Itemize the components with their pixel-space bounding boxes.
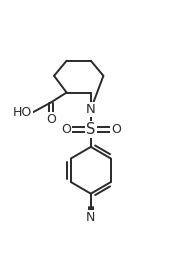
Text: N: N (86, 103, 96, 116)
Text: HO: HO (13, 106, 32, 119)
Text: N: N (86, 211, 96, 224)
Text: O: O (46, 113, 56, 126)
Text: O: O (61, 123, 71, 136)
Text: S: S (86, 122, 96, 137)
Text: O: O (111, 123, 121, 136)
